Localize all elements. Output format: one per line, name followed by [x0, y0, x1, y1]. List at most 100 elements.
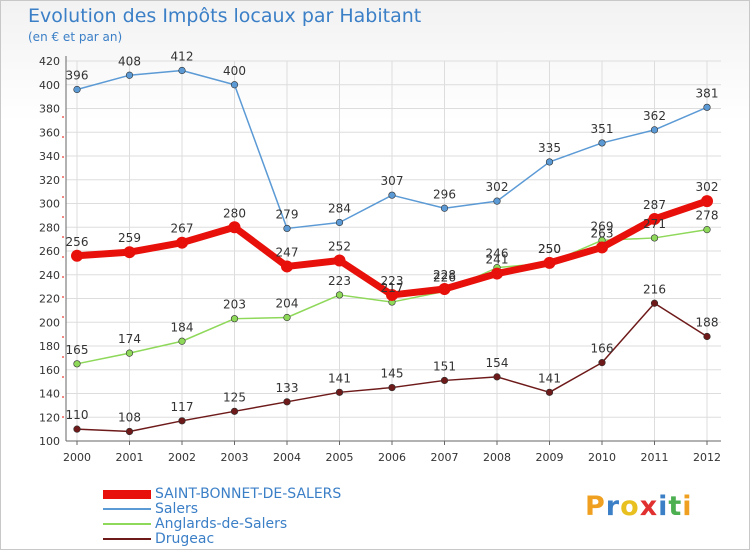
data-point-anglards-de-salers [178, 337, 186, 345]
data-label-salers: 307 [381, 174, 404, 188]
data-point-drugeac [703, 332, 711, 341]
data-label-anglards-de-salers: 217 [381, 281, 404, 295]
legend: SAINT-BONNET-DE-SALERS Salers Anglards-d… [103, 487, 341, 547]
x-tick-label: 2005 [326, 451, 354, 464]
legend-swatch-drugeac [103, 538, 151, 540]
point-layer [71, 66, 713, 436]
data-label-salers: 396 [66, 69, 89, 83]
data-label-anglards-de-salers: 203 [223, 298, 246, 312]
data-label-anglards-de-salers: 223 [328, 274, 351, 288]
data-point-salers [178, 66, 186, 75]
data-label-anglards-de-salers: 165 [66, 343, 89, 357]
data-label-drugeac: 151 [433, 359, 456, 373]
x-tick-label: 2006 [378, 451, 406, 464]
data-point-saint-bonnet-de-salers [386, 288, 398, 301]
data-label-saint-bonnet-de-salers: 263 [591, 226, 614, 240]
data-point-drugeac [283, 398, 291, 406]
x-tick-label: 2003 [221, 451, 249, 464]
data-label-anglards-de-salers: 250 [538, 242, 561, 256]
data-point-saint-bonnet-de-salers [333, 254, 346, 267]
data-label-drugeac: 108 [118, 411, 141, 425]
data-point-anglards-de-salers [650, 234, 659, 242]
x-tick-label: 2002 [168, 451, 196, 464]
data-point-salers [598, 139, 606, 147]
legend-label-saint-bonnet: SAINT-BONNET-DE-SALERS [155, 486, 342, 502]
data-label-drugeac: 145 [381, 367, 404, 381]
logo-letter: i [658, 491, 669, 522]
x-tick-label: 2000 [63, 451, 91, 464]
y-tick-label: 420 [39, 55, 60, 68]
y-tick-label: 100 [39, 435, 60, 448]
y-tick-label: 340 [39, 150, 60, 163]
y-tick-label: 160 [39, 364, 60, 377]
data-label-layer: 110 108 117 125 133 141 145 151 154 141 166 216 188 1… [66, 50, 719, 425]
data-point-anglards-de-salers [335, 291, 344, 299]
data-point-saint-bonnet-de-salers [596, 241, 608, 254]
data-point-saint-bonnet-de-salers [228, 221, 241, 234]
data-point-salers [230, 81, 239, 89]
y-tick-label: 120 [39, 411, 60, 424]
data-label-salers: 296 [433, 187, 456, 201]
legend-item-drugeac[interactable]: Drugeac [103, 532, 341, 547]
legend-item-salers[interactable]: Salers [103, 502, 341, 517]
data-label-drugeac: 133 [276, 381, 299, 395]
data-label-saint-bonnet-de-salers: 252 [328, 240, 351, 254]
x-tick-label: 2011 [641, 451, 669, 464]
y-tick-label: 380 [39, 103, 60, 116]
legend-item-anglards[interactable]: Anglards-de-Salers [103, 517, 341, 532]
data-point-saint-bonnet-de-salers [648, 212, 661, 225]
data-label-drugeac: 166 [591, 342, 614, 356]
logo-letter: r [605, 491, 621, 522]
legend-item-saint-bonnet[interactable]: SAINT-BONNET-DE-SALERS [103, 487, 341, 502]
x-tick-label: 2001 [116, 451, 144, 464]
data-point-anglards-de-salers [125, 349, 134, 357]
logo-letter: x [639, 491, 659, 522]
data-label-drugeac: 188 [696, 316, 719, 330]
data-point-anglards-de-salers [703, 226, 711, 234]
y-tick-label: 300 [39, 198, 60, 211]
y-tick-label: 400 [39, 79, 60, 92]
data-label-anglards-de-salers: 278 [696, 209, 719, 223]
data-label-salers: 302 [486, 180, 509, 194]
grid-layer [66, 60, 721, 442]
legend-label-salers: Salers [155, 501, 199, 517]
axis-layer: 100 120 140 160 180 200 220 240 260 280 300 320 340 3… [39, 55, 721, 464]
data-label-drugeac: 110 [66, 408, 89, 422]
data-label-salers: 351 [591, 122, 614, 136]
data-label-saint-bonnet-de-salers: 250 [538, 242, 561, 256]
data-point-drugeac [440, 376, 449, 385]
data-label-salers: 279 [276, 207, 299, 221]
data-point-saint-bonnet-de-salers [71, 249, 83, 262]
data-point-saint-bonnet-de-salers [176, 236, 188, 249]
x-tick-label: 2012 [693, 451, 721, 464]
data-point-saint-bonnet-de-salers [543, 256, 556, 269]
data-point-salers [283, 224, 291, 233]
data-label-drugeac: 125 [223, 390, 246, 404]
data-label-saint-bonnet-de-salers: 287 [643, 198, 666, 212]
data-label-salers: 381 [696, 86, 719, 100]
data-label-saint-bonnet-de-salers: 256 [66, 235, 89, 249]
data-label-salers: 408 [118, 54, 141, 68]
data-label-anglards-de-salers: 246 [486, 247, 509, 261]
data-point-drugeac [598, 359, 606, 367]
legend-swatch-anglards [103, 523, 151, 525]
data-label-salers: 400 [223, 64, 246, 78]
x-tick-label: 2009 [536, 451, 564, 464]
y-tick-label: 240 [39, 269, 60, 282]
data-point-saint-bonnet-de-salers [438, 283, 451, 295]
data-label-anglards-de-salers: 174 [118, 332, 141, 346]
chart-title: Evolution des Impôts locaux par Habitant [28, 5, 422, 27]
x-tick-label: 2010 [588, 451, 616, 464]
data-label-saint-bonnet-de-salers: 280 [223, 206, 246, 220]
data-label-salers: 412 [171, 50, 194, 64]
legend-swatch-saint-bonnet [103, 489, 151, 499]
logo-letter: o [620, 491, 640, 522]
logo-letter: i [682, 491, 693, 522]
chart-subtitle: (en € et par an) [28, 30, 123, 44]
data-label-drugeac: 216 [643, 282, 666, 296]
data-point-salers [650, 126, 659, 134]
data-point-anglards-de-salers [73, 360, 81, 368]
data-point-salers [545, 158, 554, 166]
